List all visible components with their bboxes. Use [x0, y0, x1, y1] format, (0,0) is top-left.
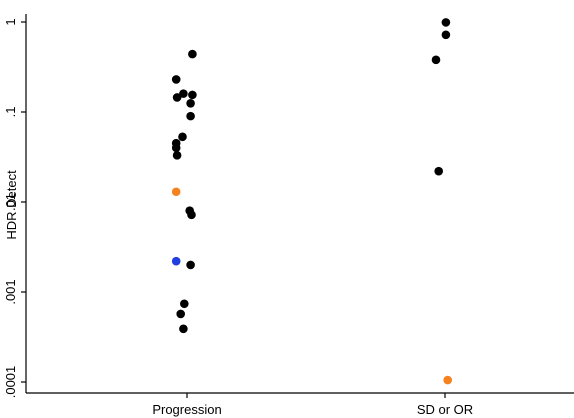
y-tick-label: .0001: [3, 366, 18, 399]
data-point: [171, 187, 181, 197]
data-point: [186, 260, 195, 270]
y-tick-label: .1: [3, 107, 18, 118]
data-points: [171, 18, 453, 385]
data-point: [171, 75, 181, 84]
data-point: [434, 166, 444, 176]
data-point: [188, 49, 197, 59]
data-point: [172, 93, 182, 102]
data-point: [178, 132, 187, 142]
x-axis-ticks: Progression SD or OR: [152, 393, 473, 417]
data-point: [443, 375, 453, 385]
data-point: [186, 111, 195, 121]
data-point: [179, 89, 188, 98]
data-point: [179, 324, 188, 334]
data-point: [441, 30, 451, 40]
data-point: [188, 90, 197, 100]
data-point: [180, 299, 189, 309]
data-point: [171, 143, 181, 153]
y-axis-label: HDR Detect: [4, 170, 19, 240]
x-tick-label: Progression: [152, 402, 221, 417]
x-tick-label: SD or OR: [417, 402, 473, 417]
data-point: [171, 256, 181, 266]
y-tick-label: 1: [3, 18, 18, 25]
data-point: [186, 98, 195, 108]
data-point: [441, 18, 451, 27]
data-point: [431, 55, 441, 65]
y-axis-ticks: 1 .1 .01 .001 .0001: [3, 18, 26, 398]
y-tick-label: .001: [3, 279, 18, 304]
data-point: [176, 309, 185, 319]
y-tick-label: .01: [3, 193, 18, 211]
data-point: [172, 151, 182, 160]
data-point: [187, 210, 196, 220]
